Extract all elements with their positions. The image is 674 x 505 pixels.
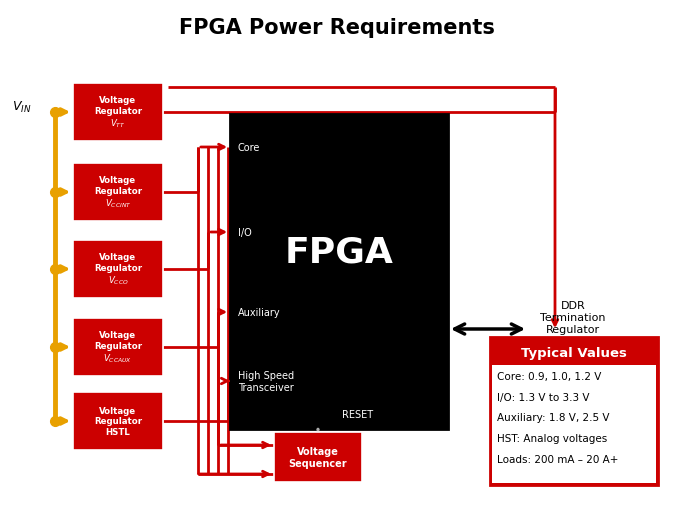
Text: I/O: 1.3 V to 3.3 V: I/O: 1.3 V to 3.3 V xyxy=(497,392,590,402)
Text: Voltage
Regulator
$V_{CCINT}$: Voltage Regulator $V_{CCINT}$ xyxy=(94,176,142,210)
Bar xyxy=(230,115,448,429)
Text: Core: Core xyxy=(238,143,260,153)
Text: High Speed
Transceiver: High Speed Transceiver xyxy=(238,371,294,392)
Text: Typical Values: Typical Values xyxy=(521,346,627,359)
Text: Auxiliary: Auxiliary xyxy=(238,308,280,317)
Bar xyxy=(274,432,362,482)
Bar xyxy=(73,240,163,298)
Text: FPGA: FPGA xyxy=(284,235,394,269)
Bar xyxy=(492,339,656,363)
Text: Voltage
Regulator
$V_{TT}$: Voltage Regulator $V_{TT}$ xyxy=(94,96,142,130)
Bar xyxy=(490,337,658,485)
Text: I/O: I/O xyxy=(238,228,252,237)
Text: Auxiliary: 1.8 V, 2.5 V: Auxiliary: 1.8 V, 2.5 V xyxy=(497,413,609,423)
Text: FPGA Power Requirements: FPGA Power Requirements xyxy=(179,18,495,38)
Bar xyxy=(73,164,163,222)
Text: Loads: 200 mA – 20 A+: Loads: 200 mA – 20 A+ xyxy=(497,454,618,464)
Text: Voltage
Regulator
HSTL: Voltage Regulator HSTL xyxy=(94,407,142,436)
Text: Core: 0.9, 1.0, 1.2 V: Core: 0.9, 1.0, 1.2 V xyxy=(497,371,601,381)
Text: HST: Analog voltages: HST: Analog voltages xyxy=(497,433,607,443)
Bar xyxy=(73,392,163,450)
Text: $V_{IN}$: $V_{IN}$ xyxy=(12,99,32,114)
Text: RESET: RESET xyxy=(342,409,373,419)
Text: DDR
Termination
Regulator: DDR Termination Regulator xyxy=(540,301,605,334)
Bar xyxy=(492,365,656,483)
Text: Voltage
Sequencer: Voltage Sequencer xyxy=(288,446,347,468)
Text: Voltage
Regulator
$V_{CCAUX}$: Voltage Regulator $V_{CCAUX}$ xyxy=(94,330,142,364)
Bar xyxy=(73,318,163,376)
Text: Voltage
Regulator
$V_{CCO}$: Voltage Regulator $V_{CCO}$ xyxy=(94,252,142,286)
Bar xyxy=(73,84,163,142)
